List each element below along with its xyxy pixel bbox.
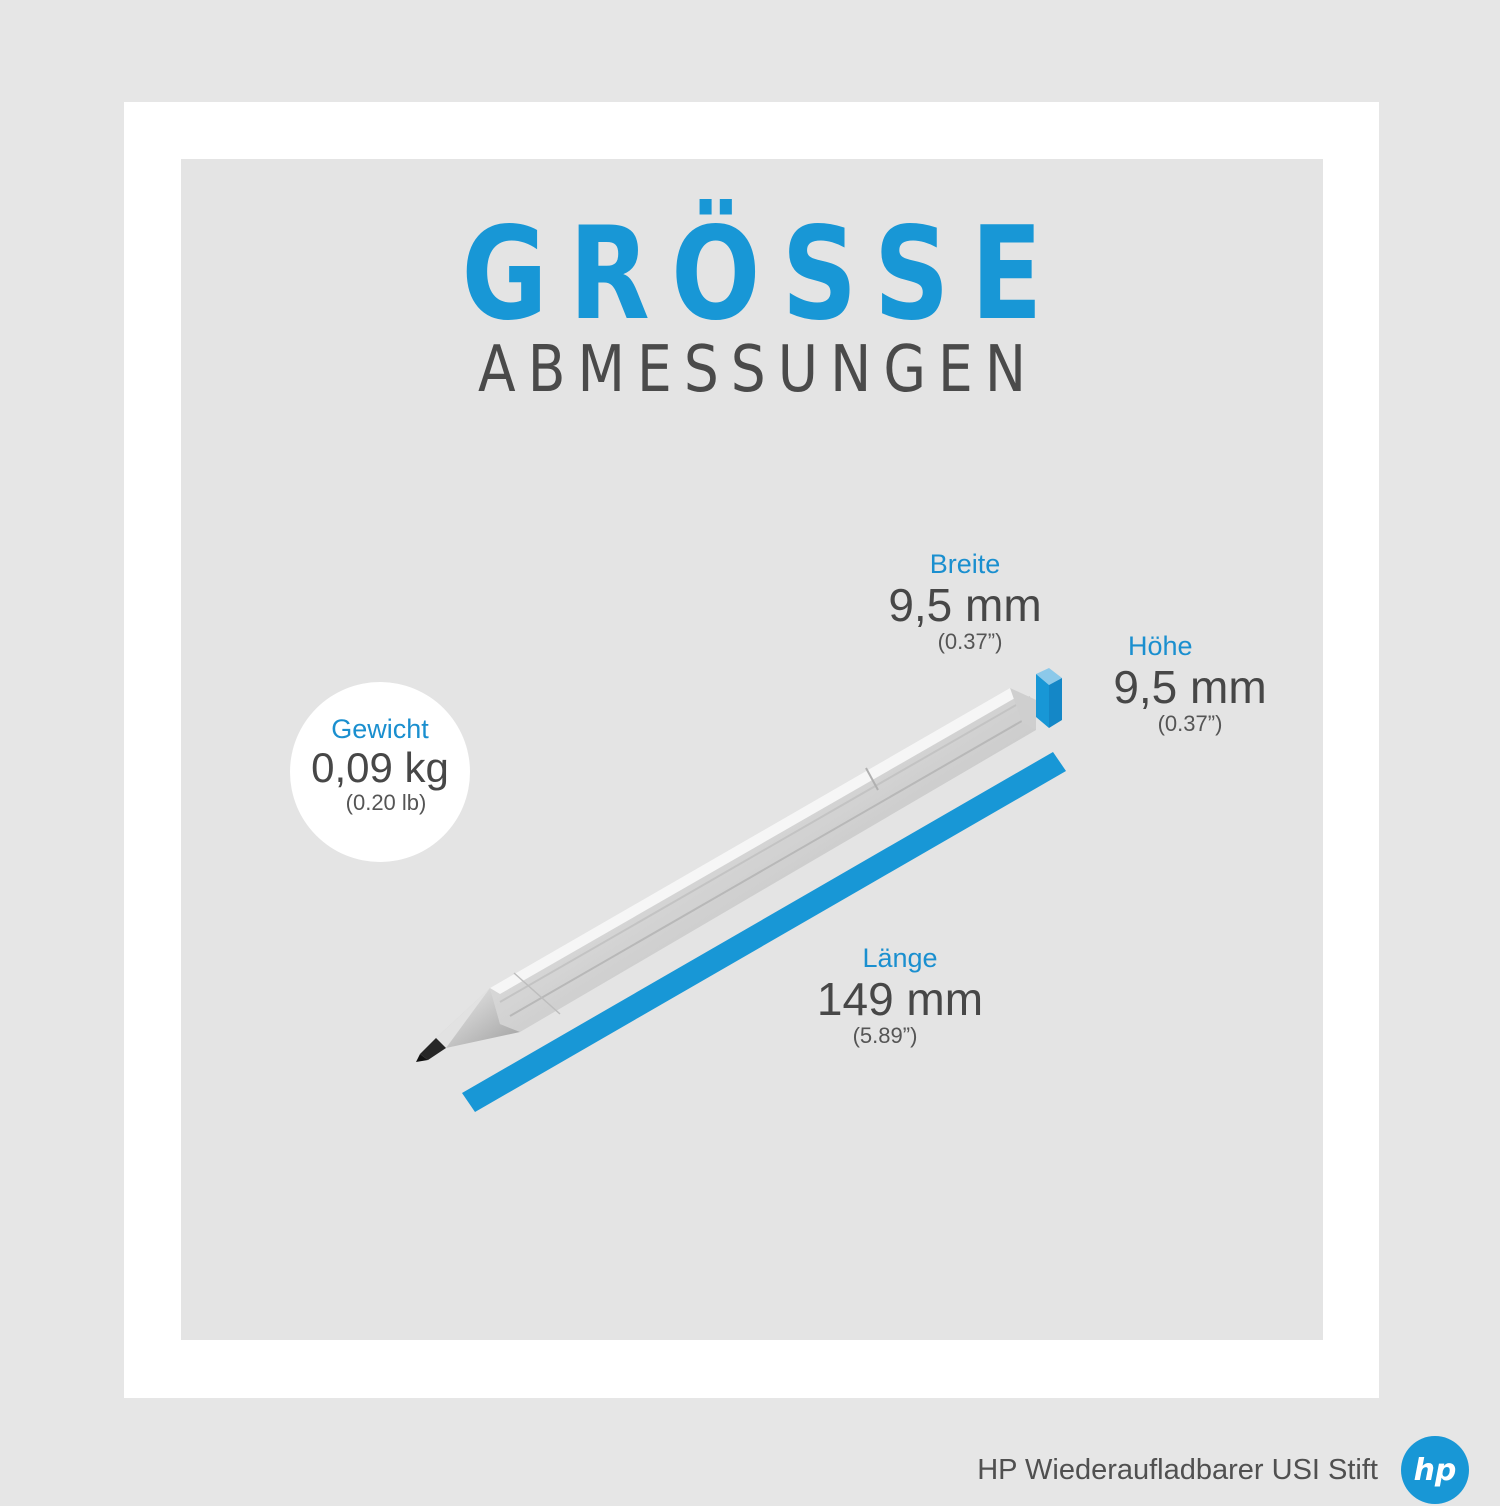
length-value: 149 mm: [816, 973, 984, 1025]
width-imperial: (0.37”): [937, 629, 1003, 654]
height-label: Höhe: [1128, 631, 1193, 661]
height-value: 9,5 mm: [1113, 661, 1267, 713]
subheadline: ABMESSUNGEN: [477, 333, 1039, 407]
weight-circle: [290, 682, 470, 862]
height-spec: Höhe 9,5 mm (0.37”): [1090, 630, 1290, 736]
weight-value: 0,09 kg: [311, 744, 449, 791]
hp-logo-text: hp: [1414, 1453, 1457, 1488]
width-spec: Breite 9,5 mm (0.37”): [860, 548, 1070, 654]
length-imperial: (5.89”): [852, 1023, 918, 1048]
product-name: HP Wiederaufladbarer USI Stift: [977, 1454, 1378, 1486]
height-imperial: (0.37”): [1157, 711, 1223, 736]
weight-imperial: (0.20 lb): [345, 790, 427, 815]
width-value: 9,5 mm: [888, 579, 1042, 631]
length-label: Länge: [862, 943, 938, 973]
width-label: Breite: [929, 549, 1001, 579]
length-spec: Länge 149 mm (5.89”): [790, 942, 1010, 1048]
hp-logo-icon: hp: [1401, 1436, 1469, 1504]
weight-label: Gewicht: [331, 714, 429, 744]
headline: GRÖSSE: [461, 200, 1064, 349]
weight-spec: Gewicht 0,09 kg (0.20 lb): [290, 713, 470, 815]
